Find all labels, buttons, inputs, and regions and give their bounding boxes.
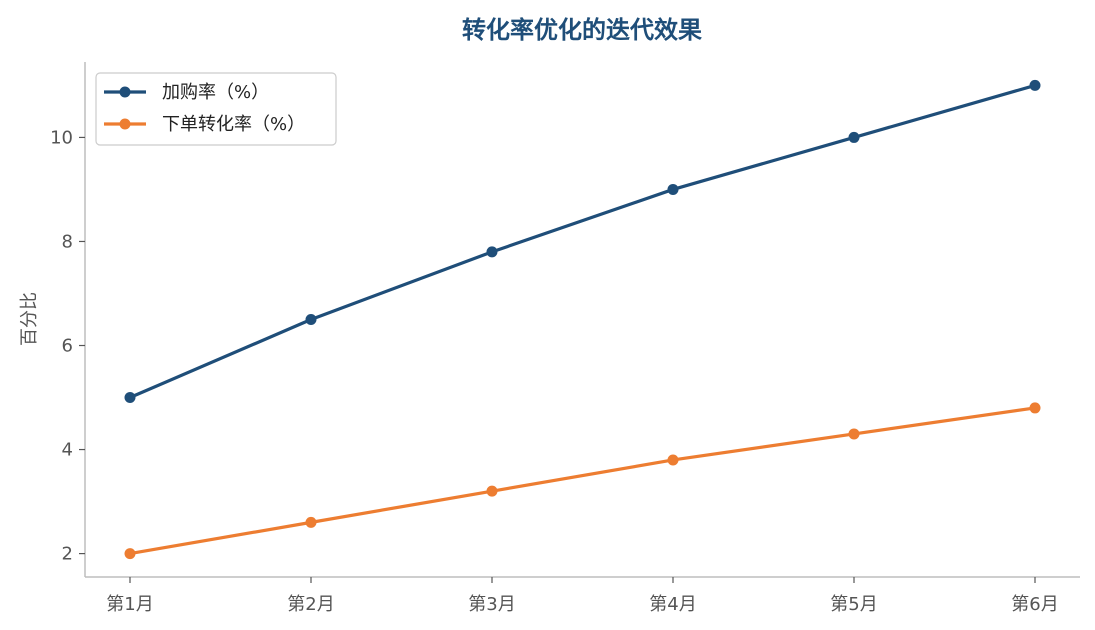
series-1-point <box>667 183 679 195</box>
y-tick-label: 4 <box>62 440 73 461</box>
y-tick-label: 6 <box>62 336 73 357</box>
legend-box <box>95 72 337 146</box>
series-layer <box>124 79 1041 560</box>
y-tick-label: 2 <box>62 544 73 565</box>
series-2-line <box>128 406 1037 556</box>
series-2-point <box>486 485 498 497</box>
legend-label: 加购率（%） <box>162 82 269 103</box>
legend: 加购率（%） 下单转化率（%） <box>95 72 337 146</box>
x-tick-label: 第6月 <box>1011 594 1058 615</box>
y-tick-label: 10 <box>50 127 73 148</box>
series-1-line <box>128 83 1037 400</box>
x-tick-label: 第4月 <box>649 594 696 615</box>
x-tick-label: 第1月 <box>106 594 153 615</box>
series-1-point <box>1029 79 1041 91</box>
y-axis-ticks: 2 4 6 8 10 <box>50 127 85 565</box>
series-2-point <box>667 454 679 466</box>
series-1-point <box>305 314 317 325</box>
series-2-point <box>1029 402 1041 414</box>
series-2-point <box>124 548 136 560</box>
series-1-point <box>848 131 860 143</box>
series-2-point <box>305 516 317 528</box>
series-2-point <box>848 428 860 440</box>
x-tick-label: 第5月 <box>830 594 877 615</box>
x-axis-ticks: 第1月 第2月 第3月 第4月 第5月 第6月 <box>106 577 1059 615</box>
x-tick-label: 第3月 <box>468 594 515 615</box>
y-axis-label: 百分比 <box>19 292 40 346</box>
legend-swatch-marker <box>119 86 131 98</box>
legend-swatch-marker <box>119 118 131 130</box>
y-tick-label: 8 <box>62 231 73 252</box>
series-1 <box>124 79 1041 404</box>
series-1-point <box>124 392 136 404</box>
chart-title: 转化率优化的迭代效果 <box>462 16 702 44</box>
series-1-point <box>486 246 498 258</box>
x-tick-label: 第2月 <box>287 594 334 615</box>
series-2 <box>124 402 1041 560</box>
legend-label: 下单转化率（%） <box>162 114 305 135</box>
